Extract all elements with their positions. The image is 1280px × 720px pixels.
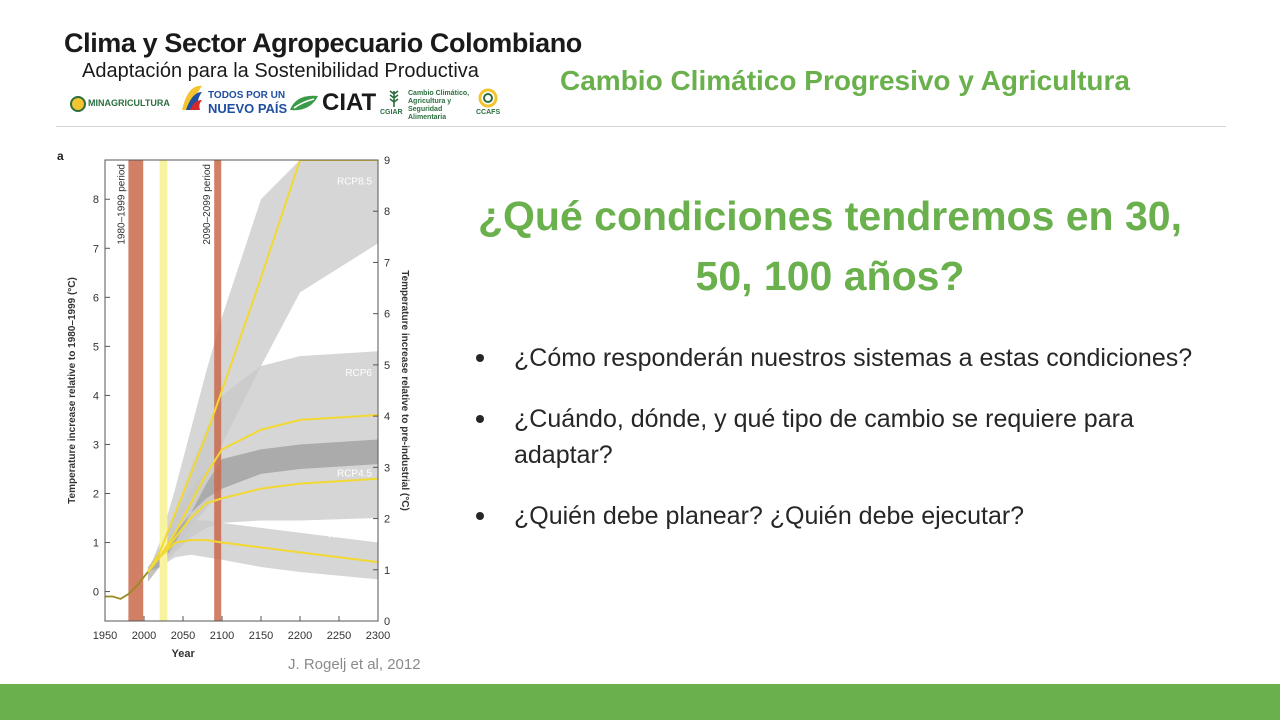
chart-citation: J. Rogelj et al, 2012 <box>288 656 421 673</box>
series-line-rcp4-5 <box>147 477 378 573</box>
bullet-dot-icon <box>476 512 484 520</box>
ciat-logo: CIAT <box>322 89 377 116</box>
ciat-leaf-icon <box>290 95 318 111</box>
y-tick-label-left: 0 <box>93 587 99 599</box>
x-tick-label: 2300 <box>366 630 390 642</box>
bullet-item: ¿Cuándo, dónde, y qué tipo de cambio se … <box>476 401 1216 473</box>
series-line-rcp8-5 <box>147 160 378 573</box>
colombia-seal-icon <box>70 96 86 112</box>
y-tick-label-left: 7 <box>93 243 99 255</box>
y-tick-label-left: 1 <box>93 538 99 550</box>
y-tick-label-left: 2 <box>93 488 99 500</box>
series-label-rcp6: RCP6 <box>345 368 372 379</box>
y-tick-label-left: 4 <box>93 390 99 402</box>
period-bar-1 <box>128 160 144 621</box>
y-axis-label-right: Temperature increase relative to pre-ind… <box>399 270 410 511</box>
x-tick-label: 2000 <box>132 630 156 642</box>
chart-svg: 0 1 2 3 4 5 6 7 8 0 1 2 3 4 5 6 7 8 9 1950 2000 2050 2100 2150 2… <box>57 149 410 660</box>
panel-label: a <box>57 149 64 163</box>
uncertainty-band-rcp3-pd <box>147 520 378 580</box>
todos-por-un-nuevo-pais-flag-icon <box>182 85 202 110</box>
cgiar-logo: CGIAR <box>380 109 403 116</box>
partner-logos: MINAGRICULTURA TODOS POR UN NUEVO PAÍS C… <box>66 85 506 121</box>
logo-title: Clima y Sector Agropecuario Colombiano <box>64 28 582 58</box>
ccafs-circle-icon <box>478 88 498 108</box>
y-tick-label-right: 0 <box>384 616 390 628</box>
bullet-text: ¿Cómo responderán nuestros sistemas a es… <box>514 344 1193 372</box>
period-label-1: 1980–1999 period <box>116 164 127 245</box>
y-tick-label-right: 4 <box>384 411 390 423</box>
x-axis-label: Year <box>172 648 196 660</box>
header-divider <box>56 126 1226 127</box>
x-tick-label: 2050 <box>171 630 195 642</box>
y-tick-label-left: 6 <box>93 292 99 304</box>
series-label-rcp4-5: RCP4.5 <box>337 468 372 479</box>
ccafs-text: Cambio Climático, Agricultura y Segurida… <box>408 90 470 121</box>
near-term-highlight <box>159 160 168 621</box>
y-tick-label-left: 3 <box>93 439 99 451</box>
plot-frame <box>104 159 379 622</box>
minagricultura-logo: MINAGRICULTURA <box>88 98 170 108</box>
y-tick-label-right: 3 <box>384 462 390 474</box>
y-tick-label-right: 6 <box>384 309 390 321</box>
slide-header: Clima y Sector Agropecuario Colombiano A… <box>0 0 1280 128</box>
period-label-2: 2090–2099 period <box>202 164 213 245</box>
overlap-band <box>147 439 378 582</box>
x-tick-label: 2100 <box>210 630 234 642</box>
x-tick-label: 2150 <box>249 630 273 642</box>
y-tick-label-left: 5 <box>93 341 99 353</box>
logo-subtitle: Adaptación para la Sostenibilidad Produc… <box>82 60 479 82</box>
y-tick-label-right: 7 <box>384 257 390 269</box>
uncertainty-band-rcp4-5 <box>147 439 378 572</box>
series-line-rcp3-pd <box>147 539 378 573</box>
bullet-text: ¿Cuándo, dónde, y qué tipo de cambio se … <box>514 405 1134 469</box>
series-label-rcp3-pd: RCP3-PD <box>328 530 372 541</box>
temperature-projection-chart: 0 1 2 3 4 5 6 7 8 0 1 2 3 4 5 6 7 8 9 1950 2000 2050 2100 2150 2… <box>50 146 410 676</box>
y-tick-label-right: 9 <box>384 155 390 167</box>
y-tick-label-left: 8 <box>93 194 99 206</box>
todos-logo-line1: TODOS POR UN <box>208 90 286 101</box>
series-label-rcp8-5: RCP8.5 <box>337 177 372 188</box>
bullet-dot-icon <box>476 415 484 423</box>
x-tick-label: 2250 <box>327 630 351 642</box>
x-tick-label: 1950 <box>93 630 117 642</box>
x-tick-label: 2200 <box>288 630 312 642</box>
historical-line <box>105 571 149 600</box>
y-axis-label-left: Temperature increase relative to 1980–19… <box>67 277 78 504</box>
period-bar-2 <box>214 160 222 621</box>
y-tick-label-right: 2 <box>384 514 390 526</box>
bullet-list: ¿Cómo responderán nuestros sistemas a es… <box>476 340 1216 559</box>
y-tick-label-right: 8 <box>384 206 390 218</box>
todos-logo-line2: NUEVO PAÍS <box>208 101 288 116</box>
series-line-rcp6 <box>147 414 378 573</box>
main-question: ¿Qué condiciones tendremos en 30, 50, 10… <box>477 193 1182 299</box>
y-tick-label-right: 5 <box>384 360 390 372</box>
logo-block: Clima y Sector Agropecuario Colombiano A… <box>62 26 582 121</box>
ccafs-logo: CCAFS <box>476 109 501 116</box>
bullet-item: ¿Quién debe planear? ¿Quién debe ejecuta… <box>476 498 1216 534</box>
y-tick-label-right: 1 <box>384 565 390 577</box>
footer-bar <box>0 684 1280 720</box>
bullet-item: ¿Cómo responderán nuestros sistemas a es… <box>476 340 1216 376</box>
cgiar-wheat-icon <box>389 90 399 107</box>
bullet-dot-icon <box>476 354 484 362</box>
header-title: Cambio Climático Progresivo y Agricultur… <box>560 65 1130 96</box>
bullet-text: ¿Quién debe planear? ¿Quién debe ejecuta… <box>514 502 1025 530</box>
